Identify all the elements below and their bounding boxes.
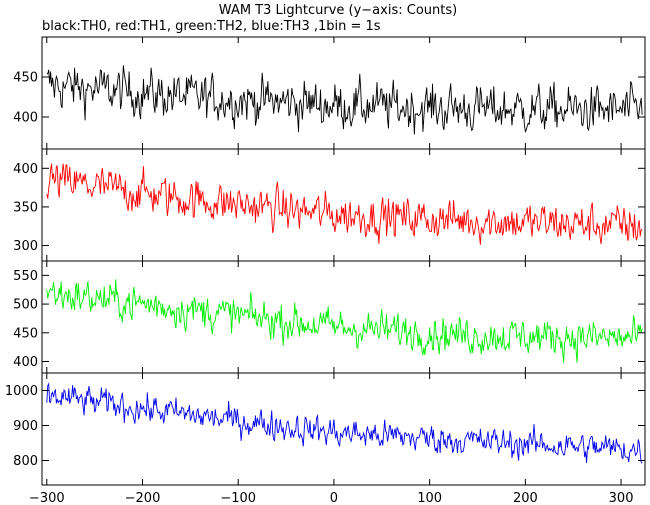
x-axis: −300 −200 −100 0 100 200 300	[29, 491, 634, 505]
y-tick-label: 400	[13, 162, 38, 177]
x-tick-label: 300	[609, 491, 634, 505]
x-tick-label: 200	[513, 491, 538, 505]
y-tick-label: 550	[13, 269, 38, 284]
panel-th0: 400 450	[13, 36, 646, 150]
y-tick-label: 350	[13, 200, 38, 215]
chart-title: WAM T3 Lightcurve (y−axis: Counts)	[219, 3, 457, 18]
series-th1-line	[46, 163, 643, 245]
y-tick-label: 450	[13, 71, 38, 86]
panel-th1: 300 350 400	[13, 148, 646, 262]
chart-subtitle: black:TH0, red:TH1, green:TH2, blue:TH3 …	[42, 19, 381, 34]
panel-th3: 800 900 1000	[5, 372, 646, 486]
y-tick-label: 300	[13, 239, 38, 254]
x-tick-label: −200	[125, 491, 161, 505]
panels-group: 400 450 300 350 400 400 450 500 550 800 900 1000	[5, 36, 646, 486]
x-tick-label: −300	[29, 491, 65, 505]
y-tick-label: 900	[13, 419, 38, 434]
series-th3-line	[46, 382, 643, 464]
y-tick-label: 400	[13, 355, 38, 370]
y-tick-label: 400	[13, 111, 38, 126]
y-tick-label: 500	[13, 298, 38, 313]
x-tick-label: 0	[330, 491, 338, 505]
x-tick-label: 100	[417, 491, 442, 505]
y-tick-label: 450	[13, 326, 38, 341]
panel-frame	[41, 372, 646, 486]
y-tick-label: 1000	[5, 384, 38, 399]
x-tick-label: −100	[220, 491, 256, 505]
y-tick-label: 800	[13, 454, 38, 469]
series-th2-line	[46, 279, 643, 363]
series-th0-line	[46, 65, 643, 135]
panel-th2: 400 450 500 550	[13, 260, 646, 374]
